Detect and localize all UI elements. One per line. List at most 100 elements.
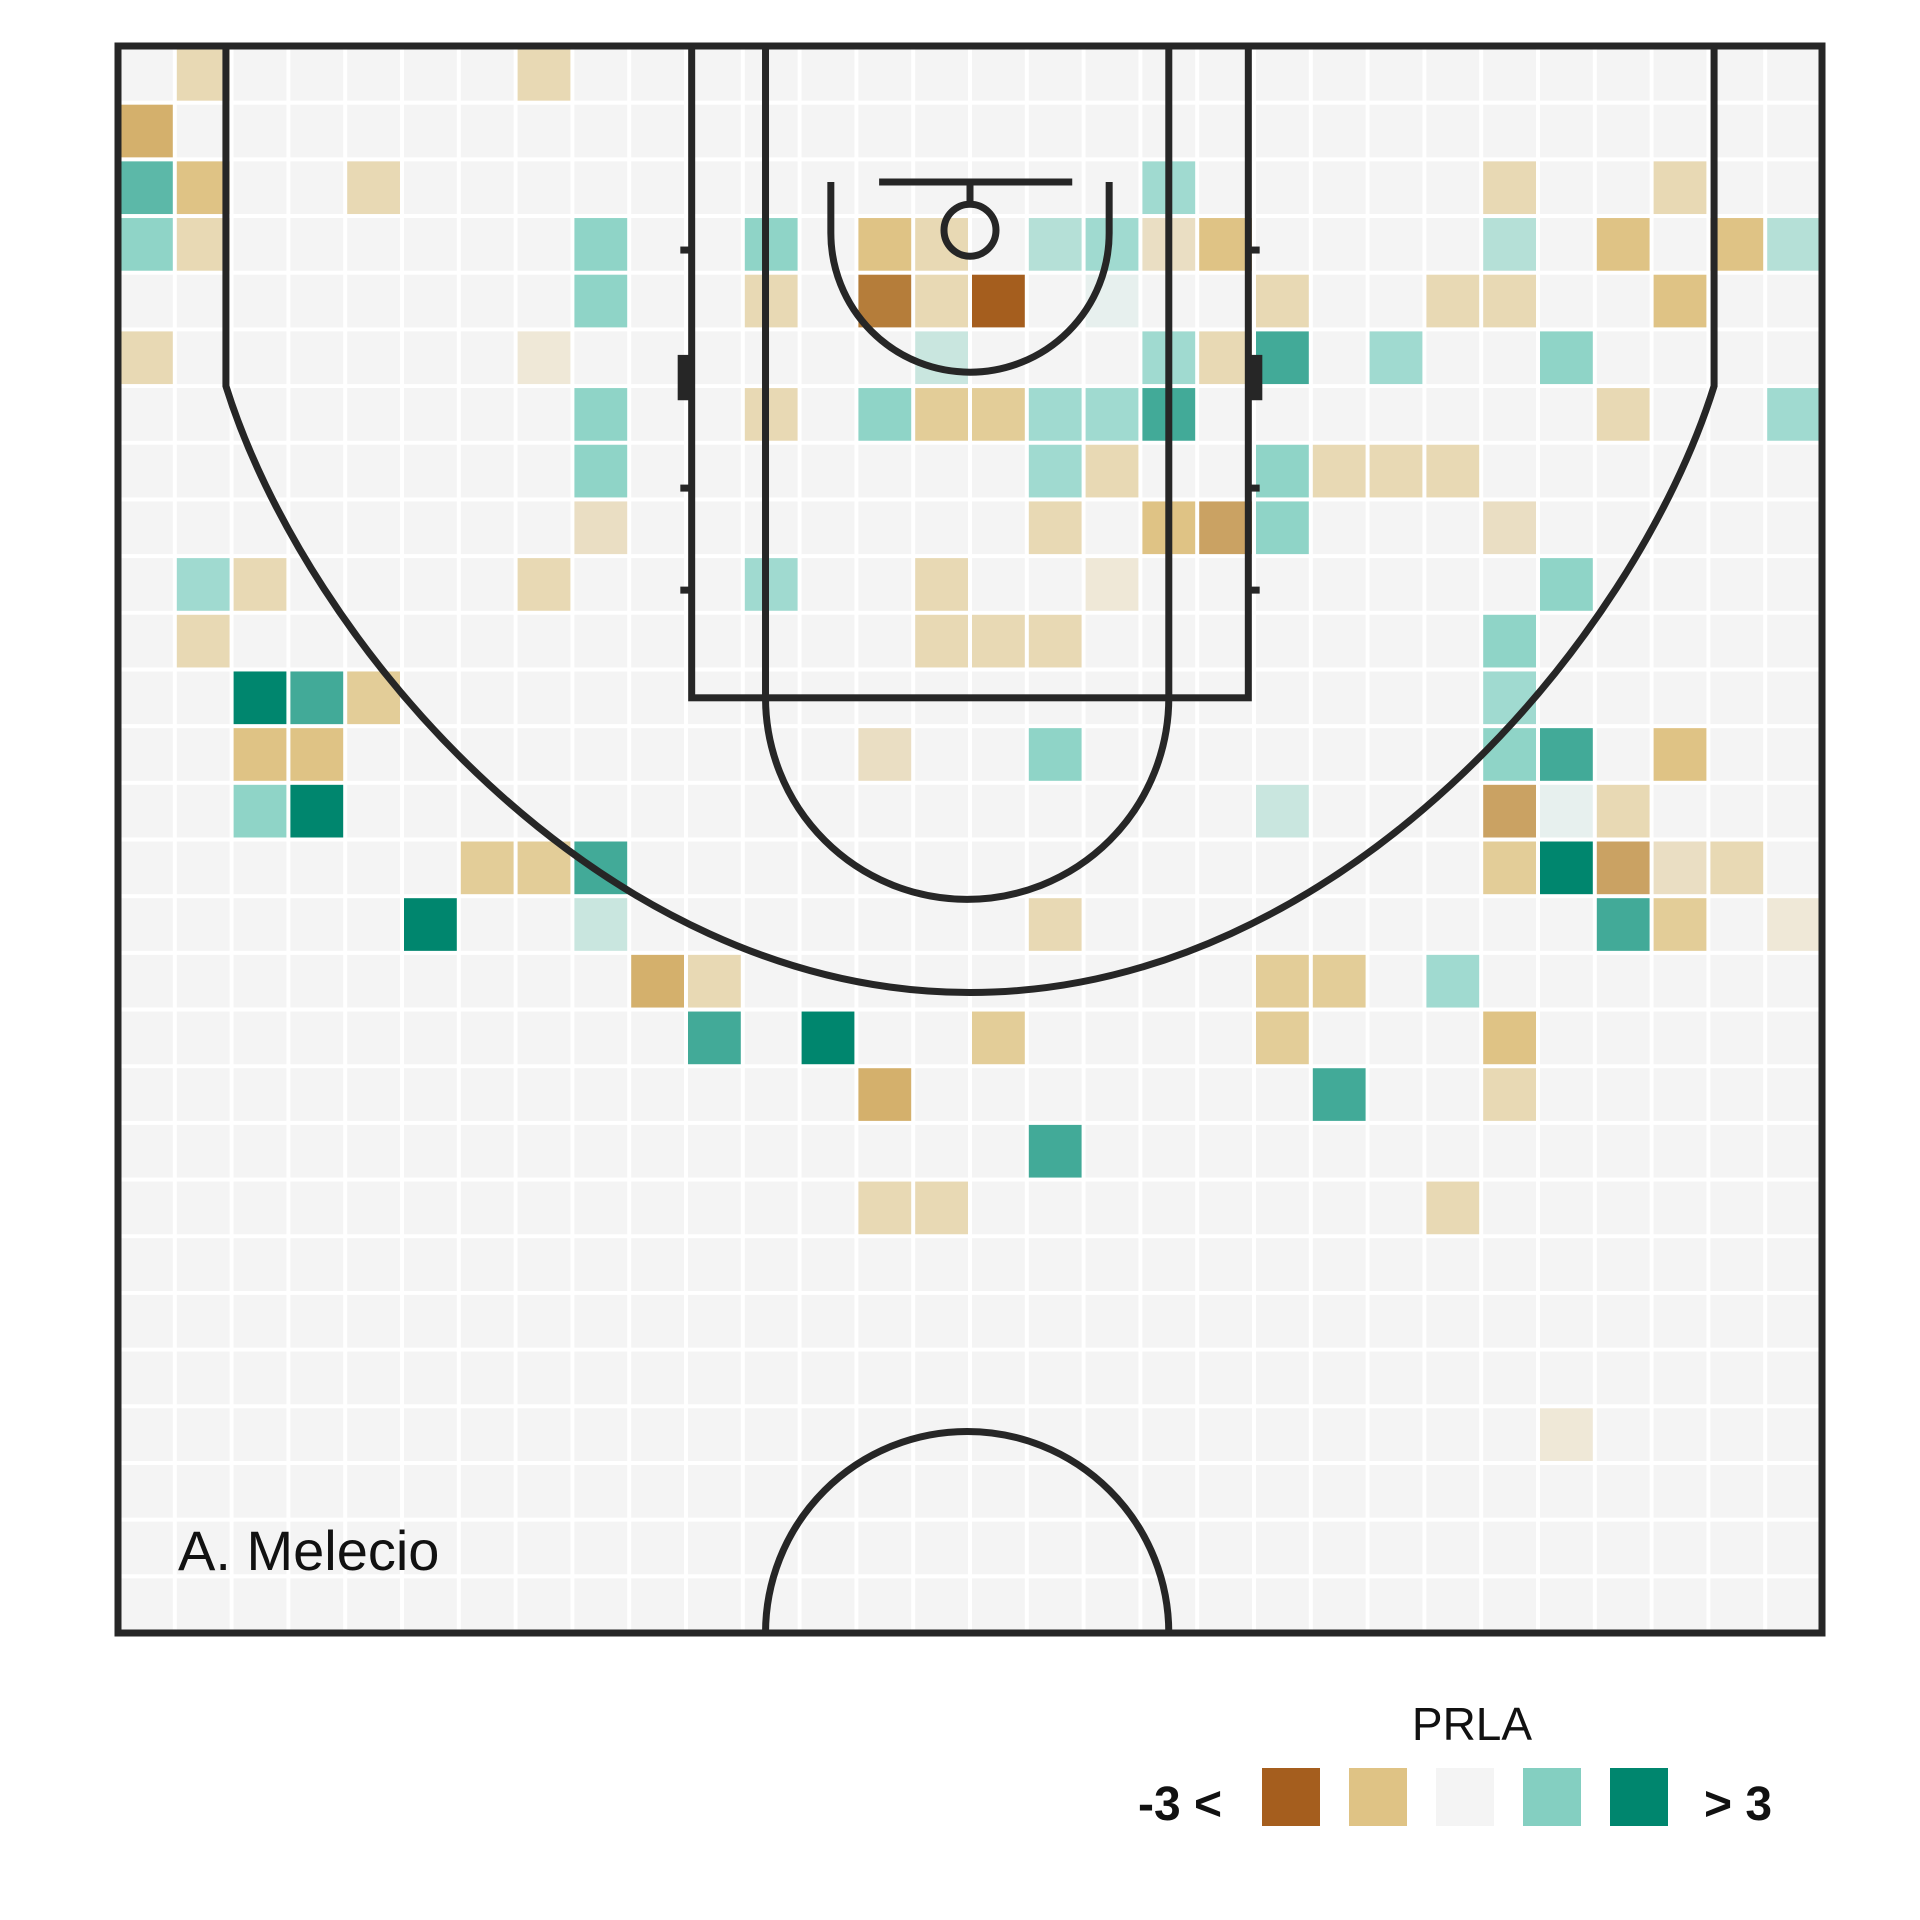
heatmap-cell (688, 558, 741, 611)
heatmap-cell (1312, 501, 1366, 555)
heatmap-cell (915, 1181, 968, 1235)
heatmap-cell (1596, 954, 1650, 1008)
heatmap-cell (404, 1238, 457, 1291)
heatmap-cell (404, 274, 457, 328)
heatmap-cell (1483, 1068, 1536, 1121)
heatmap-cell (1369, 841, 1423, 895)
heatmap-cell (688, 1521, 741, 1575)
heatmap-cell (1426, 954, 1480, 1008)
heatmap-cell (347, 274, 400, 328)
heatmap-cell (1426, 388, 1480, 441)
heatmap-cell (1426, 1238, 1480, 1291)
heatmap-cell (460, 954, 514, 1008)
heatmap-cell (744, 48, 798, 101)
heatmap-cell (1767, 444, 1820, 498)
heatmap-cell (290, 671, 344, 725)
heatmap-cell (1426, 1011, 1480, 1065)
heatmap-cell (120, 954, 173, 1008)
heatmap-cell (290, 898, 344, 951)
heatmap-cell (1369, 218, 1423, 271)
heatmap-cell (176, 898, 230, 951)
heatmap-cell (1312, 1011, 1366, 1065)
heatmap-cell (1312, 898, 1366, 951)
heatmap-cell (1028, 1464, 1082, 1518)
heatmap-cell (404, 1181, 457, 1235)
heatmap-cell (688, 1238, 741, 1291)
heatmap-cell (1199, 1521, 1252, 1575)
heatmap-cell (347, 444, 400, 498)
heatmap-cell (1596, 898, 1650, 951)
heatmap-cell (1369, 558, 1423, 611)
heatmap-cell (1256, 1011, 1309, 1065)
heatmap-cell (631, 1181, 684, 1235)
heatmap-cell (1596, 161, 1650, 215)
heatmap-cell (1767, 48, 1820, 101)
heatmap-cell (744, 388, 798, 441)
heatmap-cell (688, 501, 741, 555)
heatmap-cell (233, 218, 287, 271)
heatmap-cell (1540, 48, 1593, 101)
heatmap-cell (1199, 218, 1252, 271)
heatmap-cell (1710, 784, 1764, 838)
heatmap-cell (631, 48, 684, 101)
heatmap-cell (1540, 161, 1593, 215)
heatmap-cell (1653, 1181, 1707, 1235)
heatmap-cell (1540, 501, 1593, 555)
heatmap-cell (1369, 501, 1423, 555)
heatmap-cell (1653, 728, 1707, 781)
heatmap-cell (1540, 1238, 1593, 1291)
heatmap-cell (120, 501, 173, 555)
heatmap-cell (1142, 1408, 1196, 1461)
heatmap-cell (1256, 1294, 1309, 1348)
heatmap-cell (801, 898, 855, 951)
heatmap-cell (347, 1294, 400, 1348)
heatmap-cell (404, 161, 457, 215)
heatmap-cell (517, 1578, 571, 1631)
heatmap-cell (1028, 1521, 1082, 1575)
heatmap-cell (1085, 1578, 1139, 1631)
heatmap-cell (517, 954, 571, 1008)
heatmap-cell (120, 48, 173, 101)
heatmap-cell (347, 48, 400, 101)
heatmap-cell (1028, 218, 1082, 271)
heatmap-cell (1312, 558, 1366, 611)
heatmap-cell (858, 728, 912, 781)
heatmap-cell (1767, 1578, 1820, 1631)
heatmap-cell (574, 671, 628, 725)
heatmap-cell (972, 1578, 1025, 1631)
heatmap-cell (460, 1521, 514, 1575)
heatmap-cell (1256, 388, 1309, 441)
legend-low-label: -3 < (1138, 1778, 1222, 1831)
heatmap-cell (972, 1464, 1025, 1518)
heatmap-cell (972, 1181, 1025, 1235)
heatmap-cell (1426, 558, 1480, 611)
heatmap-cell (1426, 1124, 1480, 1178)
heatmap-cell (1085, 614, 1139, 668)
heatmap-cell (1426, 1294, 1480, 1348)
heatmap-cell (347, 558, 400, 611)
heatmap-cell (631, 558, 684, 611)
heatmap-cell (1653, 1238, 1707, 1291)
heatmap-cell (1767, 218, 1820, 271)
heatmap-cell (1653, 218, 1707, 271)
heatmap-cell (404, 841, 457, 895)
heatmap-cell (1767, 388, 1820, 441)
heatmap-cell (460, 841, 514, 895)
heatmap-cell (1312, 161, 1366, 215)
heatmap-cell (972, 1294, 1025, 1348)
heatmap-cell (1653, 784, 1707, 838)
heatmap-cell (1312, 728, 1366, 781)
heatmap-cell (972, 614, 1025, 668)
heatmap-cell (517, 614, 571, 668)
heatmap-cell (1426, 671, 1480, 725)
heatmap-cell (517, 48, 571, 101)
heatmap-cell (460, 1238, 514, 1291)
heatmap-cell (347, 784, 400, 838)
heatmap-cell (1256, 841, 1309, 895)
heatmap-cell (1085, 331, 1139, 385)
heatmap-cell (1085, 1238, 1139, 1291)
heatmap-cell (460, 1011, 514, 1065)
heatmap-cell (1085, 104, 1139, 158)
heatmap-cell (1256, 1124, 1309, 1178)
heatmap-cell (1142, 1068, 1196, 1121)
